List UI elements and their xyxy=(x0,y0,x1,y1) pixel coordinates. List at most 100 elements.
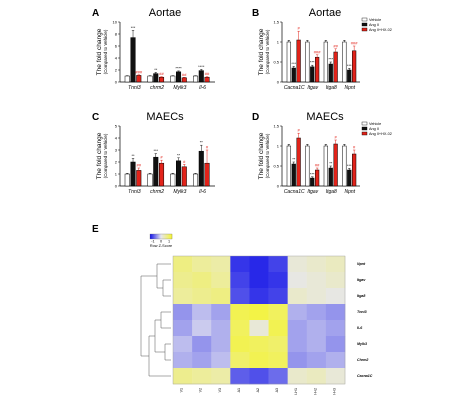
heatmap-cell xyxy=(192,256,212,273)
heatmap-cell xyxy=(230,336,250,353)
panel-c-bar xyxy=(136,170,142,187)
panel-e-letter: E xyxy=(92,224,99,235)
color-key-step xyxy=(166,234,168,239)
panel-c-bar xyxy=(176,160,182,187)
panel-d-legend-swatch xyxy=(361,121,368,126)
panel-d-significance-mark: # xyxy=(353,145,356,150)
panel-d-legend-swatch xyxy=(361,131,368,136)
panel-c-category-label: Il-6 xyxy=(199,189,206,195)
panel-d-y-tick-label: 1.5 xyxy=(273,123,279,128)
panel-d-significance-mark: ## xyxy=(315,163,320,168)
heatmap-cell xyxy=(268,320,288,337)
heatmap-column-label: V3 xyxy=(218,388,222,392)
heatmap-row-label: Npnt xyxy=(357,262,366,266)
heatmap-cell xyxy=(230,304,250,321)
panel-a-significance-mark: ## xyxy=(159,71,164,76)
color-key-step xyxy=(165,234,167,239)
color-key-step xyxy=(162,234,164,239)
panel-d-category-label: Cacna1C xyxy=(284,189,305,195)
heatmap-cell xyxy=(287,368,308,385)
panel-a-bar xyxy=(204,76,210,83)
panel-a-category-label: chrm2 xyxy=(150,85,164,91)
panel-d-significance-mark: *** xyxy=(347,163,352,168)
panel-a-category-label: Il-6 xyxy=(199,85,206,91)
heatmap-cell xyxy=(173,256,193,273)
color-key-step xyxy=(151,234,153,239)
color-key-border xyxy=(149,233,173,240)
panel-b-y-sublabel: (Compared to Vehicle) xyxy=(265,29,270,74)
panel-a-significance-mark: **** xyxy=(175,65,182,70)
heatmap-cell xyxy=(211,352,231,369)
heatmap-cell xyxy=(306,352,327,369)
color-key-step xyxy=(170,234,172,239)
panel-c-y-tick-label: 1 xyxy=(115,171,118,176)
panel-c-bar xyxy=(147,173,153,187)
panel-c-category-label: Tnni3 xyxy=(128,189,141,195)
panel-c-letter: C xyxy=(92,112,99,123)
heatmap-column-label: A3 xyxy=(275,388,279,392)
heatmap-row-label: Itga8 xyxy=(357,294,365,298)
color-key-tick-label: 0 xyxy=(160,240,162,244)
panel-a-category-label: Tnni3 xyxy=(128,85,141,91)
panel-d-bar xyxy=(323,145,328,187)
panel-a-significance-mark: ## xyxy=(182,72,187,77)
panel-a-bar xyxy=(181,77,187,83)
heatmap-cell xyxy=(325,320,346,337)
heatmap-row-label: Il-6 xyxy=(357,326,363,330)
panel-a-y-tick-label: 6 xyxy=(115,43,118,48)
color-key-step xyxy=(156,234,158,239)
panel-d-bar xyxy=(352,153,357,187)
heatmap-cell xyxy=(268,304,288,321)
panel-d-title: MAECs xyxy=(306,111,344,123)
panel-b-bar xyxy=(286,41,291,83)
heatmap-cell xyxy=(306,256,327,273)
heatmap-cell xyxy=(325,288,346,305)
color-key-step xyxy=(152,234,154,239)
panel-d-bar xyxy=(291,163,296,187)
color-key-step xyxy=(164,234,166,239)
panel-c-title: MAECs xyxy=(146,111,184,123)
panel-b-significance-mark: # xyxy=(298,26,301,31)
heatmap-column-label: A2 xyxy=(256,388,260,392)
heatmap-cell xyxy=(192,288,212,305)
panel-d-letter: D xyxy=(252,112,259,123)
color-key-tick-label: 1 xyxy=(168,240,170,244)
panel-a-significance-mark: ** xyxy=(154,67,158,72)
panel-d-legend-entry: Ang II+HX-02 xyxy=(369,132,392,136)
panel-c-y-tick-label: 4 xyxy=(115,135,118,140)
heatmap-cell xyxy=(306,368,327,385)
panel-d-category-label: Npnt xyxy=(344,189,355,195)
panel-c-y-tick-label: 3 xyxy=(115,147,118,152)
panel-b-bar xyxy=(315,56,320,83)
panel-d-bar xyxy=(333,143,338,187)
panel-d-bar xyxy=(286,145,291,187)
panel-b-y-tick-label: 0.5 xyxy=(273,59,279,64)
panel-b-legend-entry: Ang II+HX-02 xyxy=(369,28,392,32)
panel-b-significance-mark: *** xyxy=(291,61,296,66)
panel-d-legend-swatch xyxy=(361,126,368,131)
panel-c-bar xyxy=(130,161,136,187)
panel-d-legend-entry: Ang II xyxy=(369,127,379,131)
panel-d-bar xyxy=(296,137,301,187)
panel-c-bar xyxy=(204,162,210,187)
panel-d-bar xyxy=(315,169,320,187)
panel-a-bar xyxy=(124,75,130,83)
color-key-step xyxy=(160,234,162,239)
panel-c-bar xyxy=(193,173,199,187)
panel-c-significance-mark: # xyxy=(206,145,209,150)
heatmap-cell xyxy=(268,336,288,353)
heatmap-cell xyxy=(211,256,231,273)
panel-b-bar xyxy=(347,69,352,83)
heatmap-column-label: I-H1 xyxy=(294,388,298,395)
panel-c-bar xyxy=(124,173,130,187)
panel-b-significance-mark: ### xyxy=(351,41,358,46)
panel-c-category-label: Mylk3 xyxy=(173,189,186,195)
heatmap-row-label: Cacna1C xyxy=(357,374,373,378)
heatmap-cell xyxy=(268,256,288,273)
panel-c-y-tick-label: 2 xyxy=(115,159,118,164)
panel-b-y-tick-label: 1.5 xyxy=(273,19,279,24)
panel-d-bar xyxy=(310,177,315,187)
heatmap-cell xyxy=(325,304,346,321)
heatmap-cell xyxy=(230,368,250,385)
